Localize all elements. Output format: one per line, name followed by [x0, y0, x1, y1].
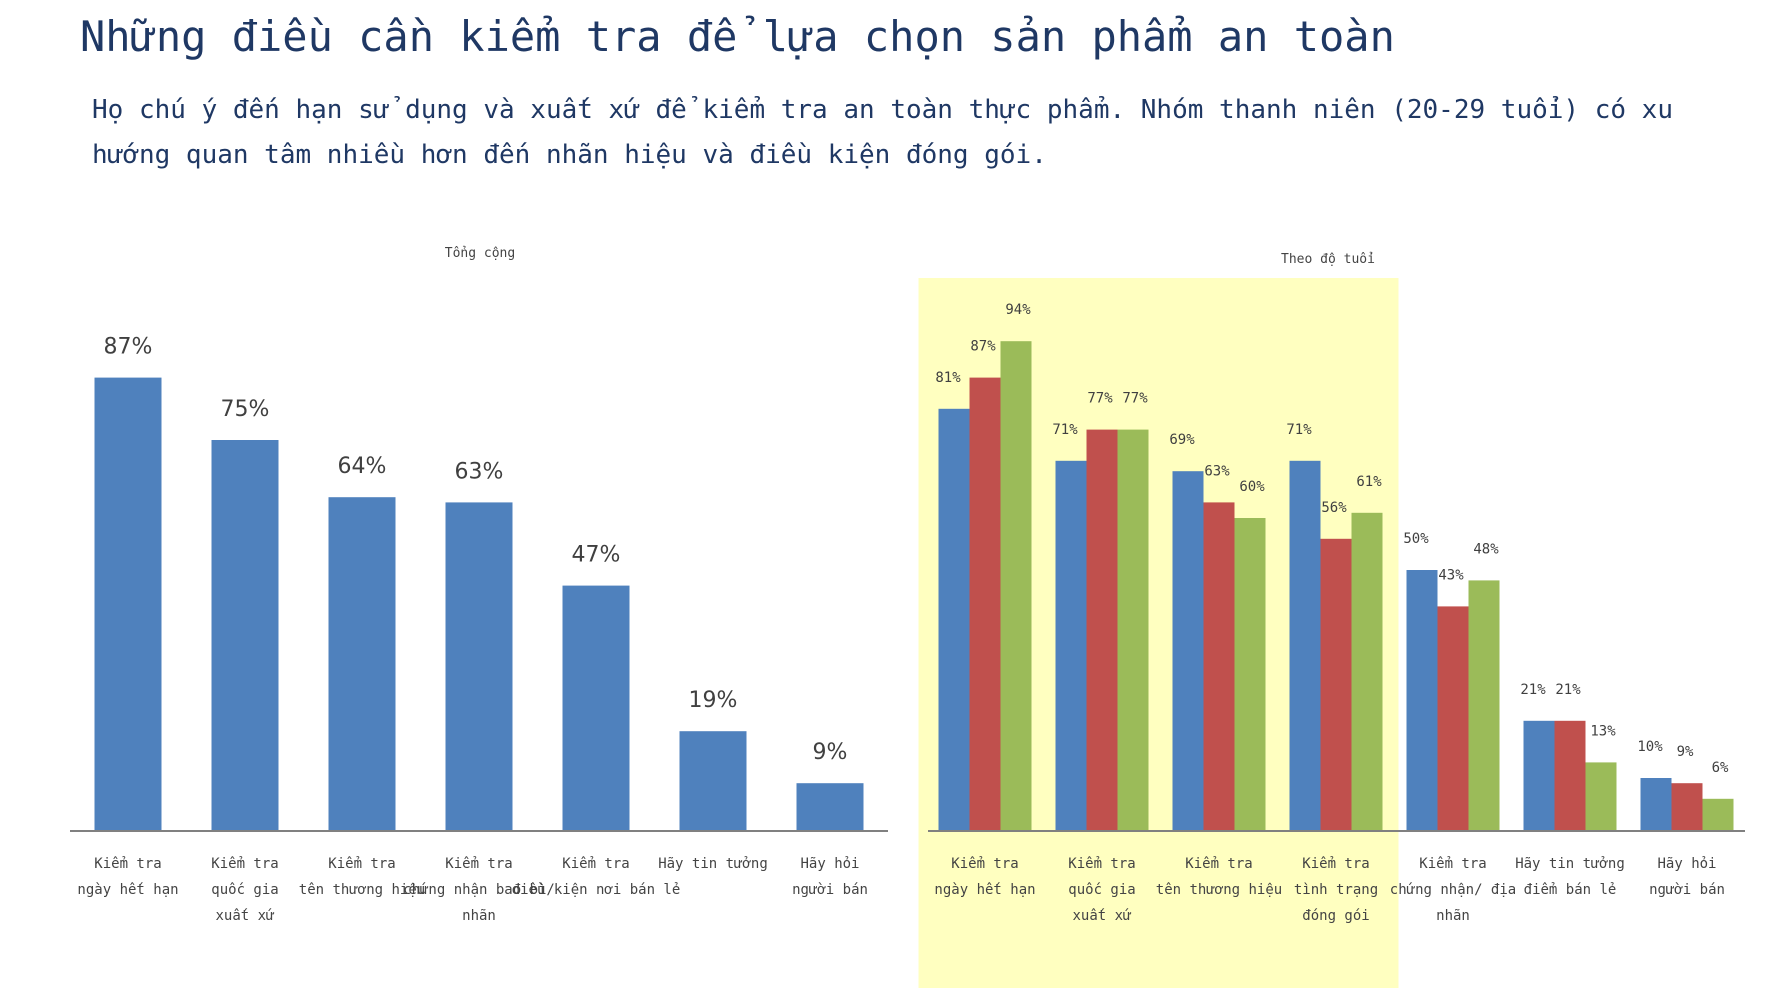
chart-total-bar	[94, 377, 162, 830]
chart-age-bar	[1640, 778, 1672, 830]
chart-age-bar	[938, 408, 970, 830]
chart-total-category-label: Kiểm tra	[328, 856, 395, 872]
chart-age-bars: 81% 71% 69% 71% 50% 21% 10% 87% 77% 63% 56% 43% 21% 9…	[935, 302, 1734, 830]
chart-total-category-label: Kiểm tra	[211, 856, 278, 872]
chart-total-category-label: tên thương hiệu	[299, 882, 425, 898]
chart-total-category-label: Kiểm tra	[94, 856, 161, 872]
chart-total-category-label: Hãy tin tưởng	[658, 856, 768, 872]
page-subtitle: Họ chú ý đến hạn sử dụng và xuất xứ để k…	[92, 95, 1673, 170]
chart-total-category-label: Kiểm tra	[562, 856, 629, 872]
chart-age-bar	[1234, 518, 1266, 830]
chart-age-bar	[1437, 606, 1469, 830]
chart-age-category-label: Kiểm tra	[1302, 856, 1369, 872]
chart-age-value-label: 71%	[1286, 422, 1312, 438]
chart-age-bar	[1000, 341, 1032, 830]
chart-age-value-label: 87%	[970, 339, 996, 355]
chart-total-category-label: quốc gia	[211, 882, 278, 898]
chart-total-bar	[211, 440, 279, 830]
chart-age-bar	[1117, 429, 1149, 830]
chart-age-bar	[1671, 783, 1703, 830]
chart-age-value-label: 43%	[1438, 567, 1464, 583]
chart-age-category-label: tình trạng	[1294, 882, 1378, 898]
chart-total-bar	[679, 731, 747, 830]
chart-age-category-label: Kiểm tra	[1185, 856, 1252, 872]
chart-total-category-label: nhãn	[462, 908, 496, 924]
chart-total-category-label: Kiểm tra	[445, 856, 512, 872]
chart-age-category-label: Kiểm tra	[1419, 856, 1486, 872]
chart-age-value-label: 77%	[1122, 391, 1148, 407]
chart-total-value-label: 47%	[572, 543, 621, 568]
chart-age-bar	[1289, 460, 1321, 830]
chart-age-bar	[1406, 570, 1438, 830]
chart-total-value-label: 9%	[813, 740, 848, 765]
chart-total-bar	[328, 497, 396, 830]
chart-total-labels: Kiểm tra ngày hết hạn Kiểm tra quốc gia xuất…	[77, 856, 868, 924]
chart-total-category-label: chứng nhận bao bì/	[403, 882, 555, 898]
chart-age-value-label: 77%	[1087, 391, 1113, 407]
chart-age-value-label: 71%	[1052, 422, 1078, 438]
chart-total-category-label: điều kiện nơi bán lẻ	[512, 882, 681, 898]
chart-age-value-label: 69%	[1169, 432, 1195, 448]
chart-age-bar	[1702, 798, 1734, 830]
chart-total-bar	[445, 502, 513, 830]
chart-age-bar	[1585, 762, 1617, 830]
chart-age-category-label: Hãy hỏi	[1657, 856, 1716, 872]
chart-age-value-label: 9%	[1677, 744, 1694, 760]
chart-total-category-label: người bán	[792, 882, 868, 898]
chart-total-value-label: 63%	[455, 459, 504, 484]
chart-total-value-label: 87%	[104, 335, 153, 360]
chart-age-category-label: điểm bán lẻ	[1524, 882, 1617, 898]
chart-age-category-label: nhãn	[1436, 908, 1470, 924]
chart-age-bar	[1086, 429, 1118, 830]
chart-age-category-label: xuất xứ	[1072, 908, 1132, 924]
chart-total-bars: 87% 75% 64% 63% 47% 19% 9%	[94, 335, 864, 830]
chart-total-value-label: 75%	[221, 397, 270, 422]
chart-total-category-label: xuất xứ	[215, 908, 275, 924]
chart-age-value-label: 50%	[1403, 531, 1429, 547]
chart-age-bar	[1172, 471, 1204, 830]
chart-age-value-label: 6%	[1712, 760, 1729, 776]
chart-age-value-label: 60%	[1239, 479, 1265, 495]
chart-age-category-label: ngày hết hạn	[934, 882, 1035, 898]
chart-age-value-label: 94%	[1005, 302, 1031, 318]
chart-total-bar	[562, 585, 630, 830]
chart-total-value-label: 19%	[689, 688, 738, 713]
chart-total-value-label: 64%	[338, 454, 387, 479]
page-title: Những điều cần kiểm tra để lựa chọn sản …	[80, 12, 1395, 61]
chart-total-bar	[796, 783, 864, 830]
chart-age-bar	[1320, 538, 1352, 830]
chart-age-bar	[1203, 502, 1235, 830]
chart-age-title: Theo độ tuổi	[1281, 252, 1375, 267]
chart-age-value-label: 56%	[1321, 500, 1347, 516]
chart-age-value-label: 21%	[1555, 682, 1581, 698]
chart-total-title: Tổng cộng	[445, 246, 515, 261]
chart-age-category-label: Kiểm tra	[951, 856, 1018, 872]
chart-total: Tổng cộng 87% 75% 64% 63% 47% 19% 9% Kiểm tra n…	[70, 246, 888, 924]
chart-age-bar	[1055, 460, 1087, 830]
chart-age-category-label: Hãy tin tưởng	[1515, 856, 1625, 872]
chart-age-category-label: chứng nhận/ địa	[1390, 882, 1516, 898]
chart-age-value-label: 61%	[1356, 474, 1382, 490]
chart-age-category-label: đóng gói	[1302, 908, 1369, 924]
chart-age-bar	[1468, 580, 1500, 830]
chart-age-bar	[1523, 720, 1555, 830]
chart-age-value-label: 13%	[1590, 723, 1616, 739]
chart-age: Theo độ tuổi 81% 71% 69% 71% 50% 21% 10% 87% 77%…	[918, 252, 1745, 988]
chart-age-category-label: tên thương hiệu	[1156, 882, 1282, 898]
chart-age-value-label: 10%	[1637, 739, 1663, 755]
chart-age-bar	[1351, 512, 1383, 830]
chart-total-category-label: ngày hết hạn	[77, 882, 178, 898]
chart-age-bar	[969, 377, 1001, 830]
chart-age-bar	[1554, 720, 1586, 830]
chart-age-labels: Kiểm tra ngày hết hạn Kiểm tra quốc gia xuất…	[934, 856, 1725, 924]
chart-age-value-label: 63%	[1204, 463, 1230, 479]
chart-age-value-label: 21%	[1520, 682, 1546, 698]
chart-age-category-label: người bán	[1649, 882, 1725, 898]
chart-age-value-label: 81%	[935, 370, 961, 386]
chart-age-category-label: quốc gia	[1068, 882, 1135, 898]
chart-age-value-label: 48%	[1473, 541, 1499, 557]
chart-age-category-label: Kiểm tra	[1068, 856, 1135, 872]
chart-total-category-label: Hãy hỏi	[800, 856, 859, 872]
